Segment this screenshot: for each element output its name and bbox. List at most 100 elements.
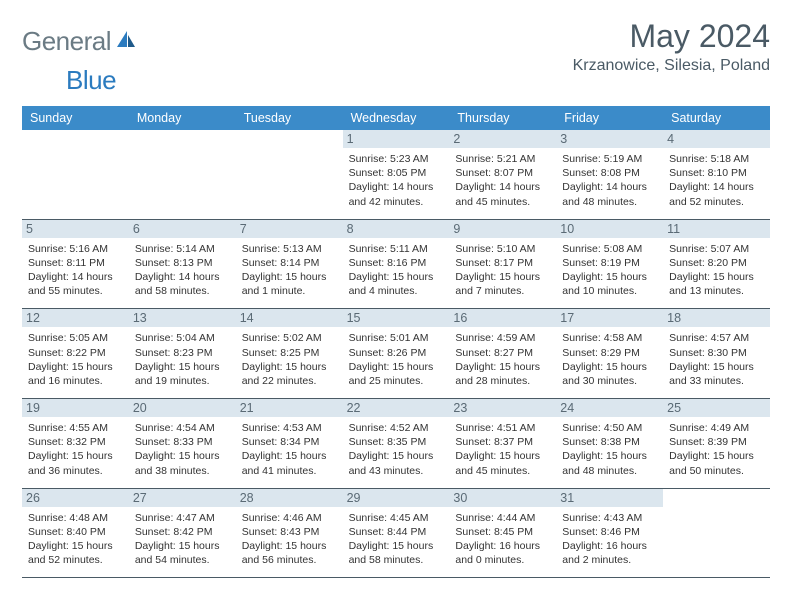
day-cell: 19 Sunrise: 4:55 AMSunset: 8:32 PMDayligh… [22, 399, 129, 488]
day-details: Sunrise: 5:19 AMSunset: 8:08 PMDaylight:… [562, 152, 657, 209]
day-number: 10 [556, 220, 663, 238]
day-cell: 22 Sunrise: 4:52 AMSunset: 8:35 PMDayligh… [343, 399, 450, 488]
day-cell: 27Sunrise: 4:47 AMSunset: 8:42 PMDayligh… [129, 489, 236, 578]
weekday-header: Thursday [449, 106, 556, 130]
day-details: Sunrise: 4:58 AMSunset: 8:29 PMDaylight:… [562, 331, 657, 388]
day-number: 20 [129, 399, 236, 417]
day-number: 18 [663, 309, 770, 327]
day-cell [22, 130, 129, 219]
day-cell: 21 Sunrise: 4:53 AMSunset: 8:34 PMDayligh… [236, 399, 343, 488]
logo-text-general: General [22, 26, 111, 57]
day-number: 19 [22, 399, 129, 417]
day-cell: 17 Sunrise: 4:58 AMSunset: 8:29 PMDayligh… [556, 309, 663, 398]
day-details: Sunrise: 5:01 AMSunset: 8:26 PMDaylight:… [349, 331, 444, 388]
day-cell: 2 Sunrise: 5:21 AMSunset: 8:07 PMDaylight… [449, 130, 556, 219]
day-details: Sunrise: 4:52 AMSunset: 8:35 PMDaylight:… [349, 421, 444, 478]
day-cell [129, 130, 236, 219]
day-details: Sunrise: 5:21 AMSunset: 8:07 PMDaylight:… [455, 152, 550, 209]
day-cell: 8 Sunrise: 5:11 AMSunset: 8:16 PMDaylight… [343, 220, 450, 309]
day-number: 11 [663, 220, 770, 238]
day-details: Sunrise: 5:07 AMSunset: 8:20 PMDaylight:… [669, 242, 764, 299]
day-cell: 25 Sunrise: 4:49 AMSunset: 8:39 PMDayligh… [663, 399, 770, 488]
day-number: 4 [663, 130, 770, 148]
calendar-page: General May 2024 Krzanowice, Silesia, Po… [0, 0, 792, 596]
day-cell: 15 Sunrise: 5:01 AMSunset: 8:26 PMDayligh… [343, 309, 450, 398]
day-cell: 18 Sunrise: 4:57 AMSunset: 8:30 PMDayligh… [663, 309, 770, 398]
weekday-header: Sunday [22, 106, 129, 130]
day-number: 17 [556, 309, 663, 327]
day-cell: 31Sunrise: 4:43 AMSunset: 8:46 PMDayligh… [556, 489, 663, 578]
day-details: Sunrise: 4:48 AMSunset: 8:40 PMDaylight:… [28, 511, 123, 568]
day-number: 27 [129, 489, 236, 507]
day-details: Sunrise: 4:55 AMSunset: 8:32 PMDaylight:… [28, 421, 123, 478]
logo-text-blue: Blue [66, 65, 116, 96]
day-number: 12 [22, 309, 129, 327]
title-block: May 2024 Krzanowice, Silesia, Poland [573, 18, 770, 75]
day-number: 22 [343, 399, 450, 417]
day-cell: 12Sunrise: 5:05 AMSunset: 8:22 PMDayligh… [22, 309, 129, 398]
week-row: 26 Sunrise: 4:48 AMSunset: 8:40 PMDayligh… [22, 489, 770, 579]
day-number: 28 [236, 489, 343, 507]
week-row: 19 Sunrise: 4:55 AMSunset: 8:32 PMDayligh… [22, 399, 770, 489]
day-number: 25 [663, 399, 770, 417]
day-details: Sunrise: 4:51 AMSunset: 8:37 PMDaylight:… [455, 421, 550, 478]
day-number: 2 [449, 130, 556, 148]
day-cell: 6 Sunrise: 5:14 AMSunset: 8:13 PMDaylight… [129, 220, 236, 309]
day-cell: 1 Sunrise: 5:23 AMSunset: 8:05 PMDaylight… [343, 130, 450, 219]
weekday-header-row: SundayMondayTuesdayWednesdayThursdayFrid… [22, 106, 770, 130]
day-details: Sunrise: 4:46 AMSunset: 8:43 PMDaylight:… [242, 511, 337, 568]
week-row: 1 Sunrise: 5:23 AMSunset: 8:05 PMDaylight… [22, 130, 770, 220]
weekday-header: Saturday [663, 106, 770, 130]
day-details: Sunrise: 4:57 AMSunset: 8:30 PMDaylight:… [669, 331, 764, 388]
day-details: Sunrise: 5:23 AMSunset: 8:05 PMDaylight:… [349, 152, 444, 209]
day-cell: 23Sunrise: 4:51 AMSunset: 8:37 PMDayligh… [449, 399, 556, 488]
week-row: 5Sunrise: 5:16 AMSunset: 8:11 PMDaylight… [22, 220, 770, 310]
day-cell: 7Sunrise: 5:13 AMSunset: 8:14 PMDaylight… [236, 220, 343, 309]
day-details: Sunrise: 5:18 AMSunset: 8:10 PMDaylight:… [669, 152, 764, 209]
day-number: 1 [343, 130, 450, 148]
day-cell: 24 Sunrise: 4:50 AMSunset: 8:38 PMDayligh… [556, 399, 663, 488]
day-cell: 5Sunrise: 5:16 AMSunset: 8:11 PMDaylight… [22, 220, 129, 309]
day-number: 30 [449, 489, 556, 507]
day-details: Sunrise: 5:14 AMSunset: 8:13 PMDaylight:… [135, 242, 230, 299]
day-details: Sunrise: 5:11 AMSunset: 8:16 PMDaylight:… [349, 242, 444, 299]
day-cell: 4 Sunrise: 5:18 AMSunset: 8:10 PMDaylight… [663, 130, 770, 219]
day-number: 15 [343, 309, 450, 327]
day-details: Sunrise: 4:53 AMSunset: 8:34 PMDaylight:… [242, 421, 337, 478]
day-number: 8 [343, 220, 450, 238]
day-cell [663, 489, 770, 578]
day-cell [236, 130, 343, 219]
day-cell: 26 Sunrise: 4:48 AMSunset: 8:40 PMDayligh… [22, 489, 129, 578]
day-number: 29 [343, 489, 450, 507]
weekday-header: Wednesday [343, 106, 450, 130]
day-cell: 11 Sunrise: 5:07 AMSunset: 8:20 PMDayligh… [663, 220, 770, 309]
day-number: 16 [449, 309, 556, 327]
day-details: Sunrise: 4:54 AMSunset: 8:33 PMDaylight:… [135, 421, 230, 478]
day-number: 14 [236, 309, 343, 327]
sail-icon [115, 29, 137, 54]
day-details: Sunrise: 4:45 AMSunset: 8:44 PMDaylight:… [349, 511, 444, 568]
day-number: 6 [129, 220, 236, 238]
day-number: 21 [236, 399, 343, 417]
day-number: 13 [129, 309, 236, 327]
location-text: Krzanowice, Silesia, Poland [573, 57, 770, 75]
day-cell: 3 Sunrise: 5:19 AMSunset: 8:08 PMDaylight… [556, 130, 663, 219]
logo: General [22, 18, 139, 57]
day-details: Sunrise: 4:49 AMSunset: 8:39 PMDaylight:… [669, 421, 764, 478]
day-details: Sunrise: 5:10 AMSunset: 8:17 PMDaylight:… [455, 242, 550, 299]
day-cell: 13Sunrise: 5:04 AMSunset: 8:23 PMDayligh… [129, 309, 236, 398]
weekday-header: Tuesday [236, 106, 343, 130]
day-details: Sunrise: 5:02 AMSunset: 8:25 PMDaylight:… [242, 331, 337, 388]
day-details: Sunrise: 5:13 AMSunset: 8:14 PMDaylight:… [242, 242, 337, 299]
day-number: 3 [556, 130, 663, 148]
day-details: Sunrise: 4:59 AMSunset: 8:27 PMDaylight:… [455, 331, 550, 388]
day-cell: 30Sunrise: 4:44 AMSunset: 8:45 PMDayligh… [449, 489, 556, 578]
day-cell: 28 Sunrise: 4:46 AMSunset: 8:43 PMDayligh… [236, 489, 343, 578]
weekday-header: Friday [556, 106, 663, 130]
day-cell: 29 Sunrise: 4:45 AMSunset: 8:44 PMDayligh… [343, 489, 450, 578]
day-number: 24 [556, 399, 663, 417]
day-cell: 20 Sunrise: 4:54 AMSunset: 8:33 PMDayligh… [129, 399, 236, 488]
day-number: 5 [22, 220, 129, 238]
day-details: Sunrise: 4:50 AMSunset: 8:38 PMDaylight:… [562, 421, 657, 478]
day-number: 26 [22, 489, 129, 507]
